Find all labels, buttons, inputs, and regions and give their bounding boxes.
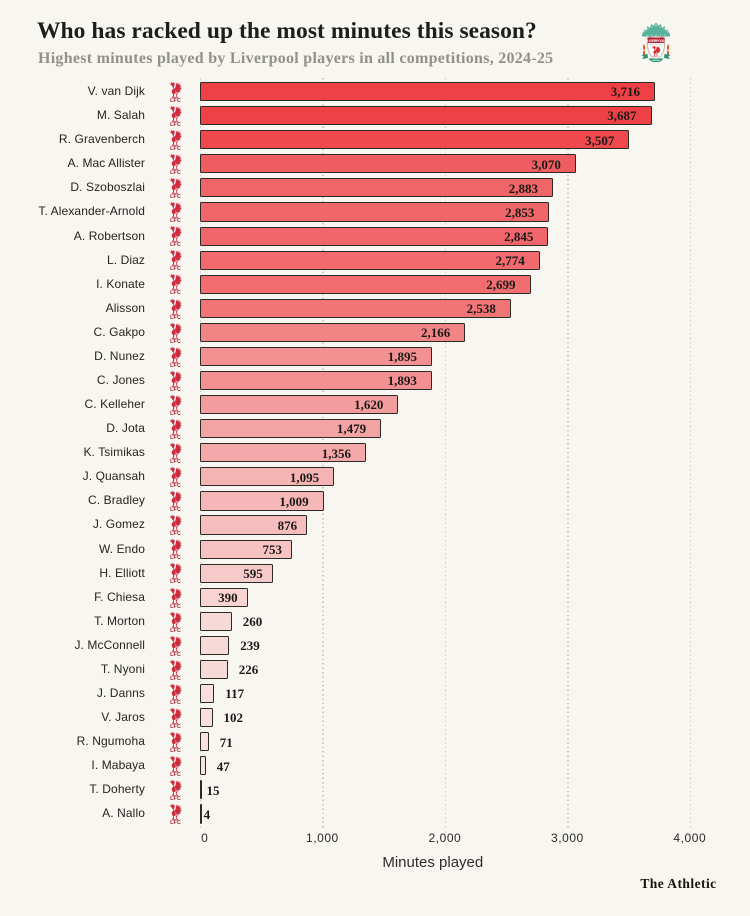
svg-text:LFC: LFC (170, 122, 181, 126)
svg-text:LFC: LFC (170, 820, 181, 824)
svg-text:LFC: LFC (170, 724, 181, 728)
svg-text:LFC: LFC (170, 651, 181, 655)
svg-text:LFC: LFC (170, 146, 181, 150)
svg-text:LFC: LFC (170, 266, 181, 270)
svg-text:LFC: LFC (170, 170, 181, 174)
svg-text:LFC: LFC (170, 748, 181, 752)
svg-text:LFC: LFC (170, 483, 181, 487)
svg-text:LFC: LFC (170, 387, 181, 391)
svg-text:LFC: LFC (170, 242, 181, 246)
svg-text:LFC: LFC (170, 338, 181, 342)
svg-text:LFC: LFC (170, 459, 181, 463)
svg-text:LFC: LFC (170, 531, 181, 535)
svg-text:LFC: LFC (170, 772, 181, 776)
svg-text:LFC: LFC (170, 603, 181, 607)
svg-text:LFC: LFC (170, 579, 181, 583)
svg-text:LFC: LFC (170, 411, 181, 415)
svg-text:LFC: LFC (170, 507, 181, 511)
svg-text:LFC: LFC (170, 675, 181, 679)
svg-text:LFC: LFC (170, 627, 181, 631)
svg-text:LFC: LFC (170, 796, 181, 800)
svg-text:LFC: LFC (170, 314, 181, 318)
svg-text:LFC: LFC (170, 435, 181, 439)
svg-text:LFC: LFC (170, 218, 181, 222)
svg-text:LFC: LFC (170, 362, 181, 366)
svg-text:LFC: LFC (170, 290, 181, 294)
svg-text:LFC: LFC (170, 194, 181, 198)
svg-text:LIVERPOOL: LIVERPOOL (647, 39, 665, 43)
svg-text:LFC: LFC (170, 700, 181, 704)
svg-text:LFC: LFC (170, 98, 181, 102)
svg-text:LFC: LFC (170, 555, 181, 559)
